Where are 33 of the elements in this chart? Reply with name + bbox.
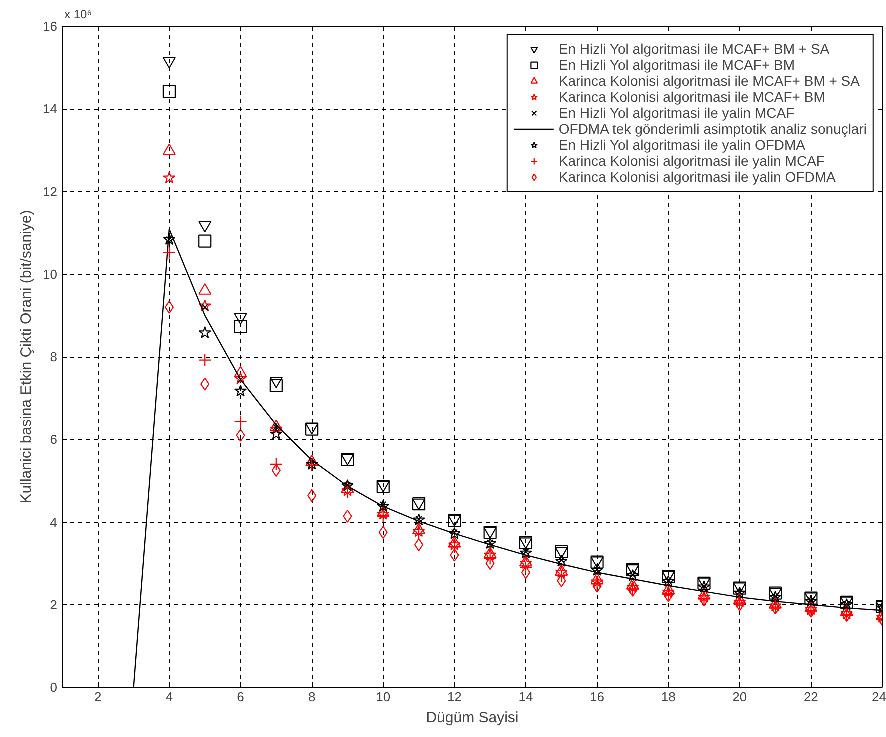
legend-label: En Hizli Yol algoritmasi ile MCAF+ BM: [558, 57, 796, 73]
x-tick-label: 16: [590, 690, 605, 704]
y-tick-label: 14: [43, 102, 58, 117]
x-tick-label: 24: [872, 690, 886, 704]
y-tick-label: 0: [50, 680, 58, 695]
text: x 10⁶: [64, 8, 92, 22]
legend-label: Karinca Kolonisi algoritmasi ile yalin MCAF: [558, 153, 825, 169]
x-tick-label: 12: [447, 690, 462, 704]
y-tick-label: 8: [50, 350, 58, 364]
x-tick-label: 14: [518, 690, 534, 704]
legend-label: En Hizli Yol algoritmasi ile yalin OFDMA: [558, 137, 806, 153]
x-tick-label: 20: [732, 690, 748, 704]
x-tick-label: 10: [376, 690, 391, 704]
x-tick-label: 4: [166, 690, 174, 704]
legend-label: OFDMA tek gönderimli asimptotik analiz sonuçlari: [558, 121, 867, 137]
legend-label: En Hizli Yol algoritmasi ile yalin MCAF: [558, 105, 795, 121]
y-tick-label: 2: [50, 597, 58, 612]
x-tick-label: 2: [94, 690, 102, 704]
x-tick-label: 6: [237, 690, 244, 704]
y-tick-label: 12: [43, 184, 58, 200]
y-tick-label: 4: [50, 514, 58, 530]
y-axis-title: Kullanici basina Etkin Çikti Orani (bit/saniye): [18, 210, 36, 504]
legend-label: Karinca Kolonisi algoritmasi ile MCAF+ BM: [558, 89, 826, 105]
y-tick-label: 16: [43, 19, 58, 34]
legend-label: Karinca Kolonisi algoritmasi ile MCAF+ BM + SA: [558, 73, 860, 89]
y-tick-label: 10: [43, 266, 58, 282]
x-axis-title: Dügüm Sayisi: [426, 710, 519, 726]
x-tick-label: 22: [804, 690, 818, 704]
legend-label: Karinca Kolonisi algoritmasi ile yalin OFDMA: [558, 169, 836, 185]
x-tick-label: 8: [308, 690, 316, 704]
x-tick-label: 18: [661, 690, 676, 704]
legend-label: En Hizli Yol algoritmasi ile MCAF+ BM + SA: [558, 41, 830, 57]
y-tick-label: 6: [50, 432, 58, 448]
